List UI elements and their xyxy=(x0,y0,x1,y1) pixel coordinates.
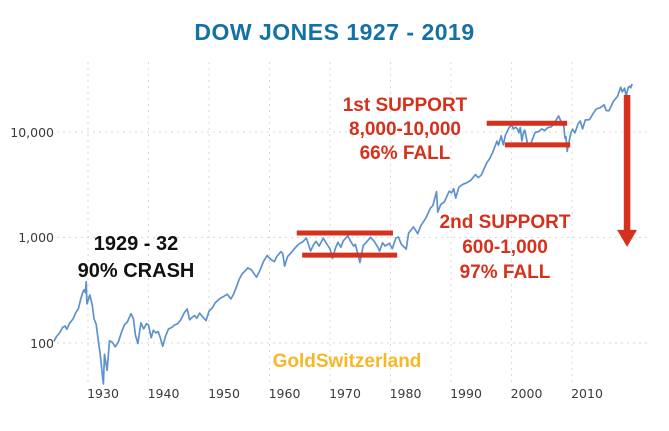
second-support-line1: 2nd SUPPORT xyxy=(439,212,571,233)
x-tick-label: 2010 xyxy=(571,386,603,401)
y-tick-label: 100 xyxy=(30,335,54,351)
crash-annotation-line1: 1929 - 32 xyxy=(93,233,179,255)
first-support-line2: 8,000-10,000 xyxy=(349,119,461,140)
x-tick-label: 2000 xyxy=(510,386,543,401)
crash-annotation: 1929 - 32 90% CRASH xyxy=(78,231,195,285)
x-tick-label: 1970 xyxy=(329,386,361,401)
crash-annotation-line2: 90% CRASH xyxy=(77,260,195,282)
first-support-annotation: 1st SUPPORT 8,000-10,000 66% FALL xyxy=(343,94,468,166)
x-tick-label: 1940 xyxy=(147,386,180,401)
x-tick-label: 1950 xyxy=(208,386,240,401)
watermark-goldswitzerland: GoldSwitzerland xyxy=(272,351,422,372)
second-support-line3: 97% FALL xyxy=(459,262,551,283)
second-support-line2: 600-1,000 xyxy=(462,237,548,258)
second-support-annotation: 2nd SUPPORT 600-1,000 97% FALL xyxy=(440,210,571,285)
y-tick-label: 10,000 xyxy=(10,124,54,140)
x-tick-label: 1990 xyxy=(450,386,482,401)
chart-title: DOW JONES 1927 - 2019 xyxy=(194,19,475,45)
x-tick-label: 1980 xyxy=(389,386,422,401)
x-tick-label: 1960 xyxy=(268,386,301,401)
fall-arrow-head-icon xyxy=(617,229,638,247)
first-support-line3: 66% FALL xyxy=(359,143,451,164)
y-tick-label: 1,000 xyxy=(18,230,54,245)
x-tick-label: 1930 xyxy=(87,386,119,401)
first-support-line1: 1st SUPPORT xyxy=(342,95,468,116)
